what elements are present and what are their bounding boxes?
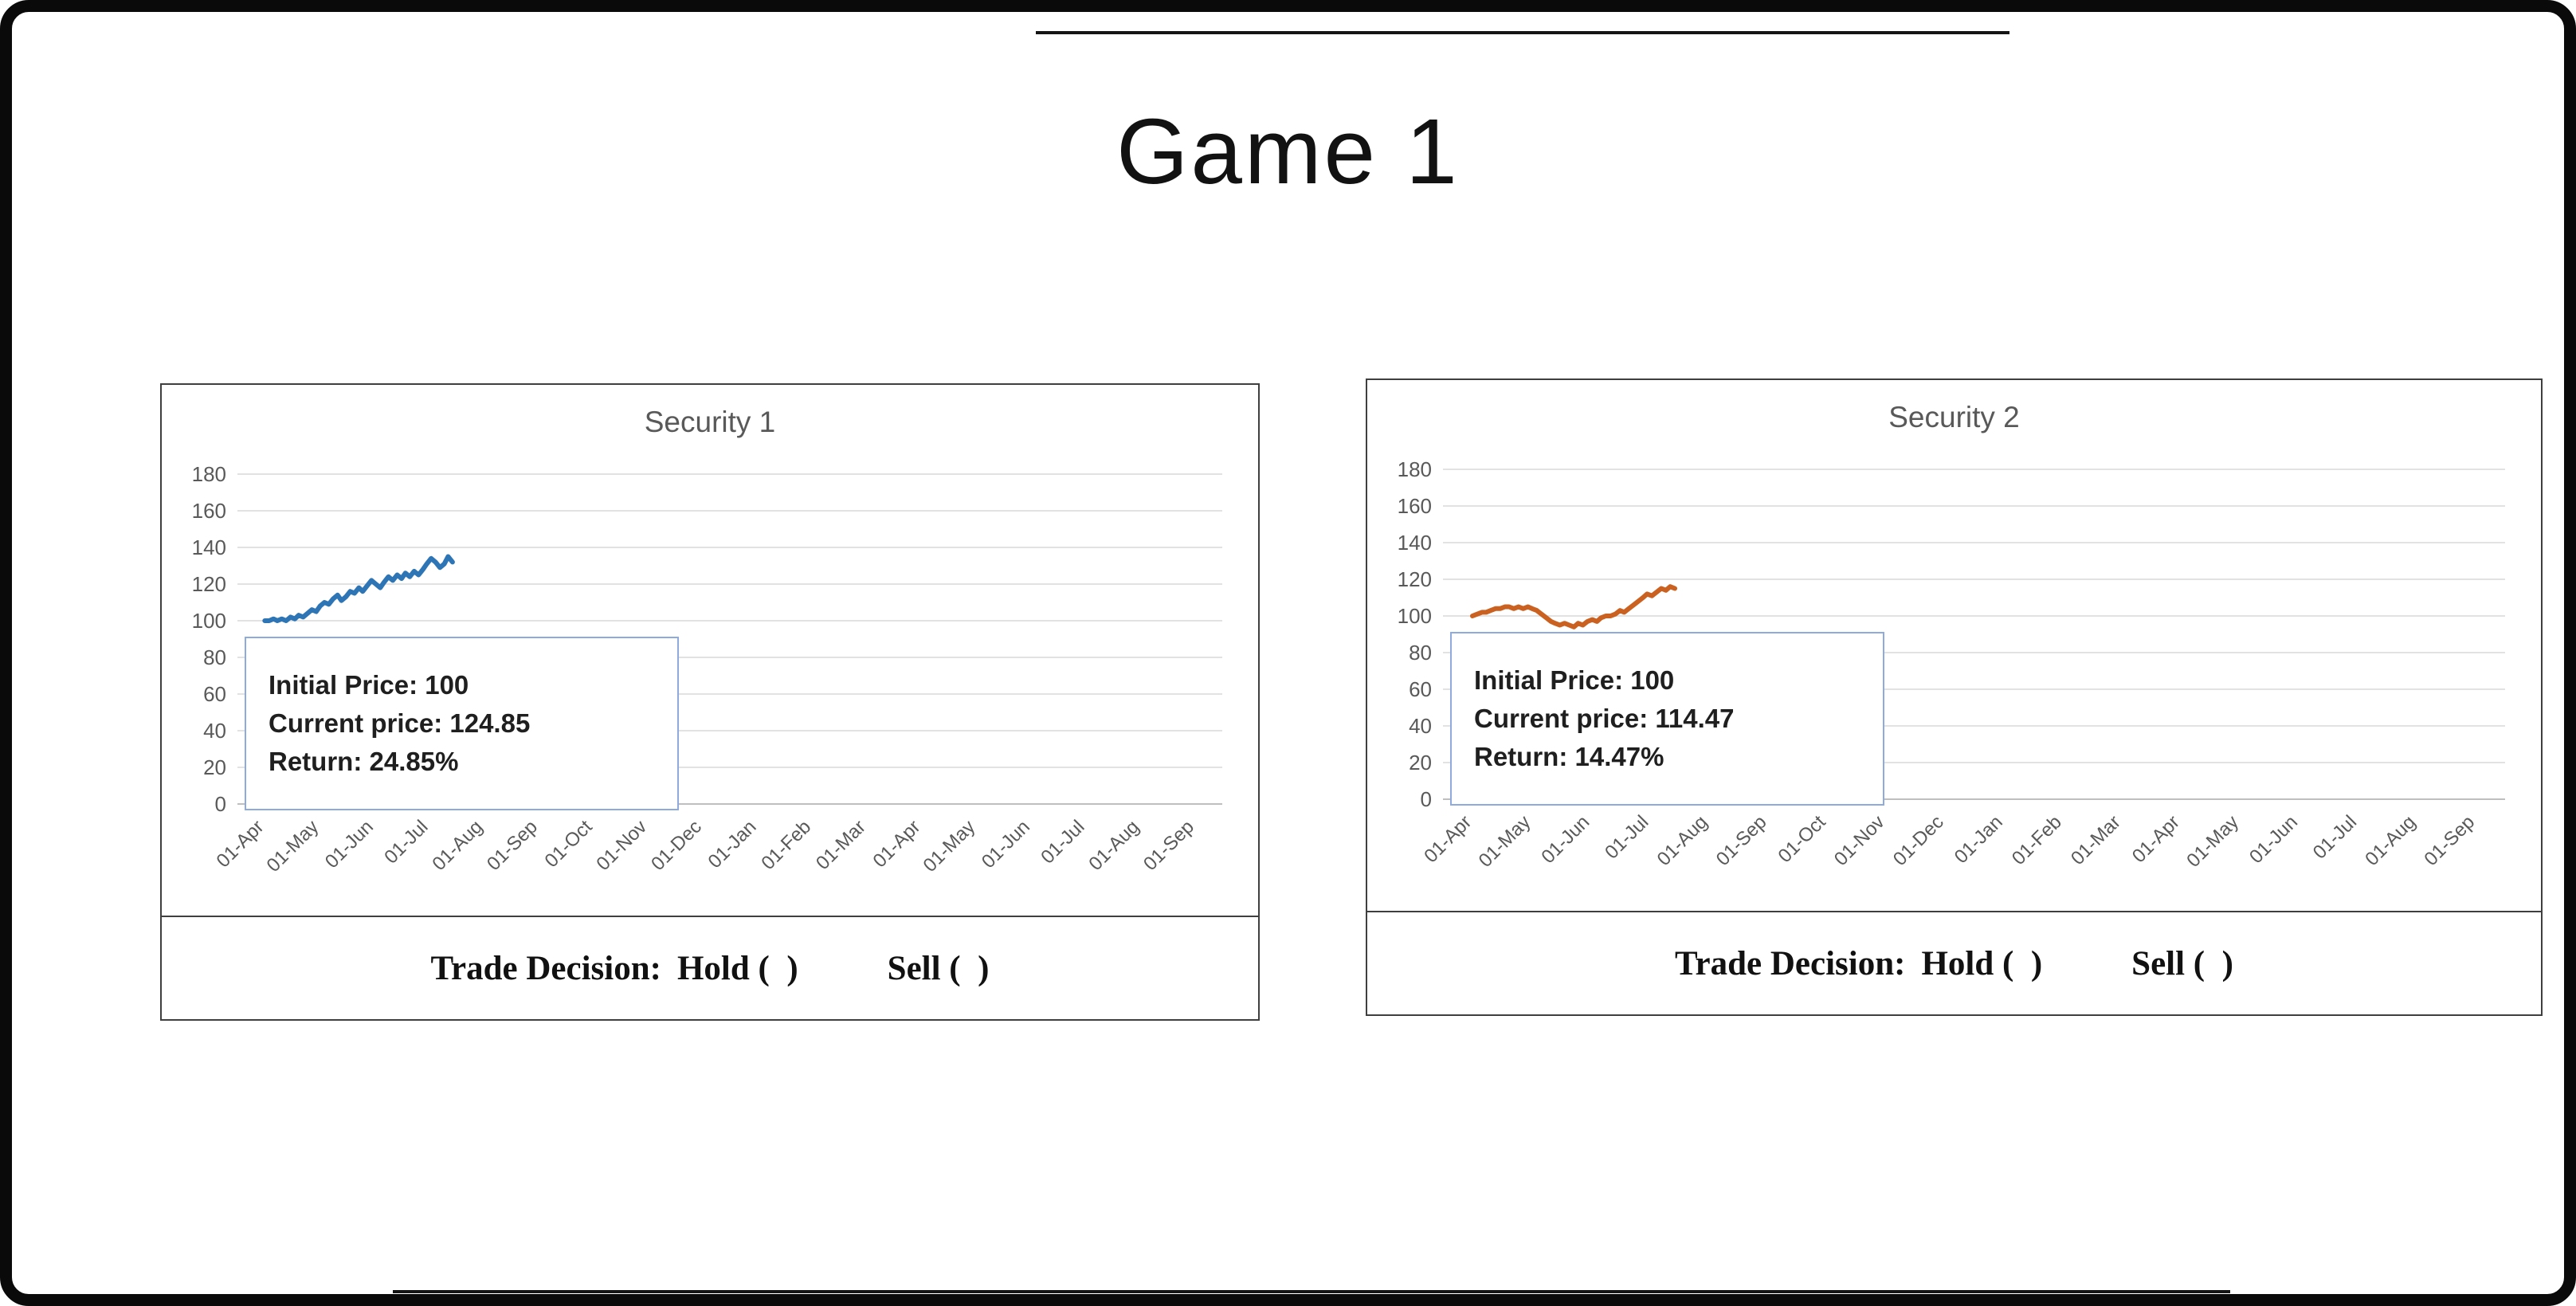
svg-text:01-Apr: 01-Apr (2128, 811, 2184, 867)
svg-text:100: 100 (1398, 604, 1432, 628)
svg-text:60: 60 (1409, 677, 1432, 701)
security-2-chart-region: 0 20 40 60 80 100 120 140 160 180 01-Apr 01-May 01-J… (1367, 380, 2541, 911)
svg-text:01-Aug: 01-Aug (428, 816, 487, 875)
trade-decision-label: Trade Decision: (1675, 944, 1906, 982)
security-1-trade-bar: Trade Decision: Hold ( ) Sell ( ) (162, 916, 1258, 1019)
svg-text:01-May: 01-May (263, 816, 323, 877)
svg-text:40: 40 (1409, 714, 1432, 738)
frame-line-bottom (393, 1290, 2230, 1293)
sell-option[interactable]: Sell ( ) (2131, 944, 2233, 982)
security-1-chart: 0 20 40 60 80 100 120 140 160 180 01-Apr 01-May 01-J… (162, 385, 1258, 916)
svg-text:01-Mar: 01-Mar (812, 816, 870, 874)
return-text: Return: 14.47% (1474, 742, 1664, 771)
svg-text:01-Aug: 01-Aug (1084, 816, 1143, 875)
svg-text:01-Jan: 01-Jan (1951, 811, 2007, 868)
svg-text:01-Dec: 01-Dec (647, 816, 706, 875)
svg-text:180: 180 (192, 462, 226, 486)
initial-price-text: Initial Price: 100 (269, 670, 469, 700)
svg-text:01-Sep: 01-Sep (483, 816, 542, 875)
svg-text:01-May: 01-May (2182, 811, 2243, 872)
svg-text:01-Nov: 01-Nov (1830, 811, 1889, 870)
security-1-panel: 0 20 40 60 80 100 120 140 160 180 01-Apr 01-May 01-J… (160, 383, 1260, 1021)
svg-text:01-Jun: 01-Jun (1537, 811, 1594, 868)
svg-text:01-Mar: 01-Mar (2067, 811, 2125, 869)
svg-text:01-Jul: 01-Jul (380, 816, 432, 868)
svg-text:01-Apr: 01-Apr (213, 816, 269, 872)
svg-text:01-Jul: 01-Jul (2309, 811, 2361, 863)
svg-text:01-Oct: 01-Oct (1774, 811, 1830, 867)
svg-text:0: 0 (215, 792, 226, 816)
svg-text:01-Dec: 01-Dec (1889, 811, 1948, 870)
svg-text:01-Jul: 01-Jul (1037, 816, 1088, 868)
svg-text:80: 80 (1409, 641, 1432, 665)
security-2-trade-bar: Trade Decision: Hold ( ) Sell ( ) (1367, 911, 2541, 1014)
svg-text:40: 40 (203, 719, 226, 743)
security-1-chart-title: Security 1 (644, 406, 776, 438)
security-2-chart: 0 20 40 60 80 100 120 140 160 180 01-Apr 01-May 01-J… (1367, 380, 2541, 911)
security-1-chart-region: 0 20 40 60 80 100 120 140 160 180 01-Apr 01-May 01-J… (162, 385, 1258, 916)
svg-text:180: 180 (1398, 457, 1432, 481)
svg-text:01-Sep: 01-Sep (1712, 811, 1771, 870)
svg-text:160: 160 (1398, 494, 1432, 518)
svg-text:20: 20 (1409, 751, 1432, 775)
current-price-text: Current price: 114.47 (1474, 704, 1735, 733)
frame-line-top (1036, 31, 2009, 34)
svg-text:01-Feb: 01-Feb (2008, 811, 2066, 869)
svg-text:01-Aug: 01-Aug (1653, 811, 1712, 870)
svg-text:20: 20 (203, 755, 226, 779)
initial-price-text: Initial Price: 100 (1474, 665, 1675, 695)
svg-text:60: 60 (203, 682, 226, 706)
svg-text:01-Feb: 01-Feb (757, 816, 815, 874)
svg-text:120: 120 (192, 572, 226, 596)
svg-text:01-May: 01-May (1475, 811, 1535, 872)
hold-option[interactable]: Hold ( ) (1921, 944, 2043, 982)
security-2-panel: 0 20 40 60 80 100 120 140 160 180 01-Apr 01-May 01-J… (1366, 378, 2543, 1016)
trade-decision-label: Trade Decision: (430, 949, 661, 987)
svg-text:01-Apr: 01-Apr (1420, 811, 1476, 867)
svg-text:01-Sep: 01-Sep (2420, 811, 2479, 870)
svg-text:100: 100 (192, 609, 226, 633)
security-2-chart-title: Security 2 (1888, 401, 2020, 433)
page-title: Game 1 (1116, 100, 1460, 203)
svg-text:80: 80 (203, 645, 226, 669)
hold-option[interactable]: Hold ( ) (676, 949, 798, 987)
sell-option[interactable]: Sell ( ) (887, 949, 990, 987)
svg-text:01-Oct: 01-Oct (541, 816, 597, 872)
svg-text:140: 140 (1398, 531, 1432, 555)
svg-text:01-Nov: 01-Nov (592, 816, 651, 875)
svg-text:140: 140 (192, 535, 226, 559)
svg-text:01-Jun: 01-Jun (978, 816, 1034, 873)
svg-text:01-Jul: 01-Jul (1601, 811, 1653, 863)
svg-text:0: 0 (1421, 787, 1432, 811)
current-price-text: Current price: 124.85 (269, 708, 531, 738)
svg-text:01-Aug: 01-Aug (2361, 811, 2420, 870)
return-text: Return: 24.85% (269, 747, 459, 776)
svg-text:01-Jan: 01-Jan (704, 816, 761, 873)
svg-text:01-Sep: 01-Sep (1139, 816, 1198, 875)
security-1-price-annotation: Initial Price: 100 Current price: 124.85… (245, 637, 679, 810)
svg-text:120: 120 (1398, 567, 1432, 591)
svg-text:160: 160 (192, 499, 226, 523)
security-2-price-annotation: Initial Price: 100 Current price: 114.47… (1450, 632, 1884, 806)
svg-text:01-Jun: 01-Jun (2245, 811, 2302, 868)
svg-text:01-Apr: 01-Apr (869, 816, 925, 872)
svg-text:01-May: 01-May (919, 816, 980, 877)
svg-text:01-Jun: 01-Jun (321, 816, 378, 873)
